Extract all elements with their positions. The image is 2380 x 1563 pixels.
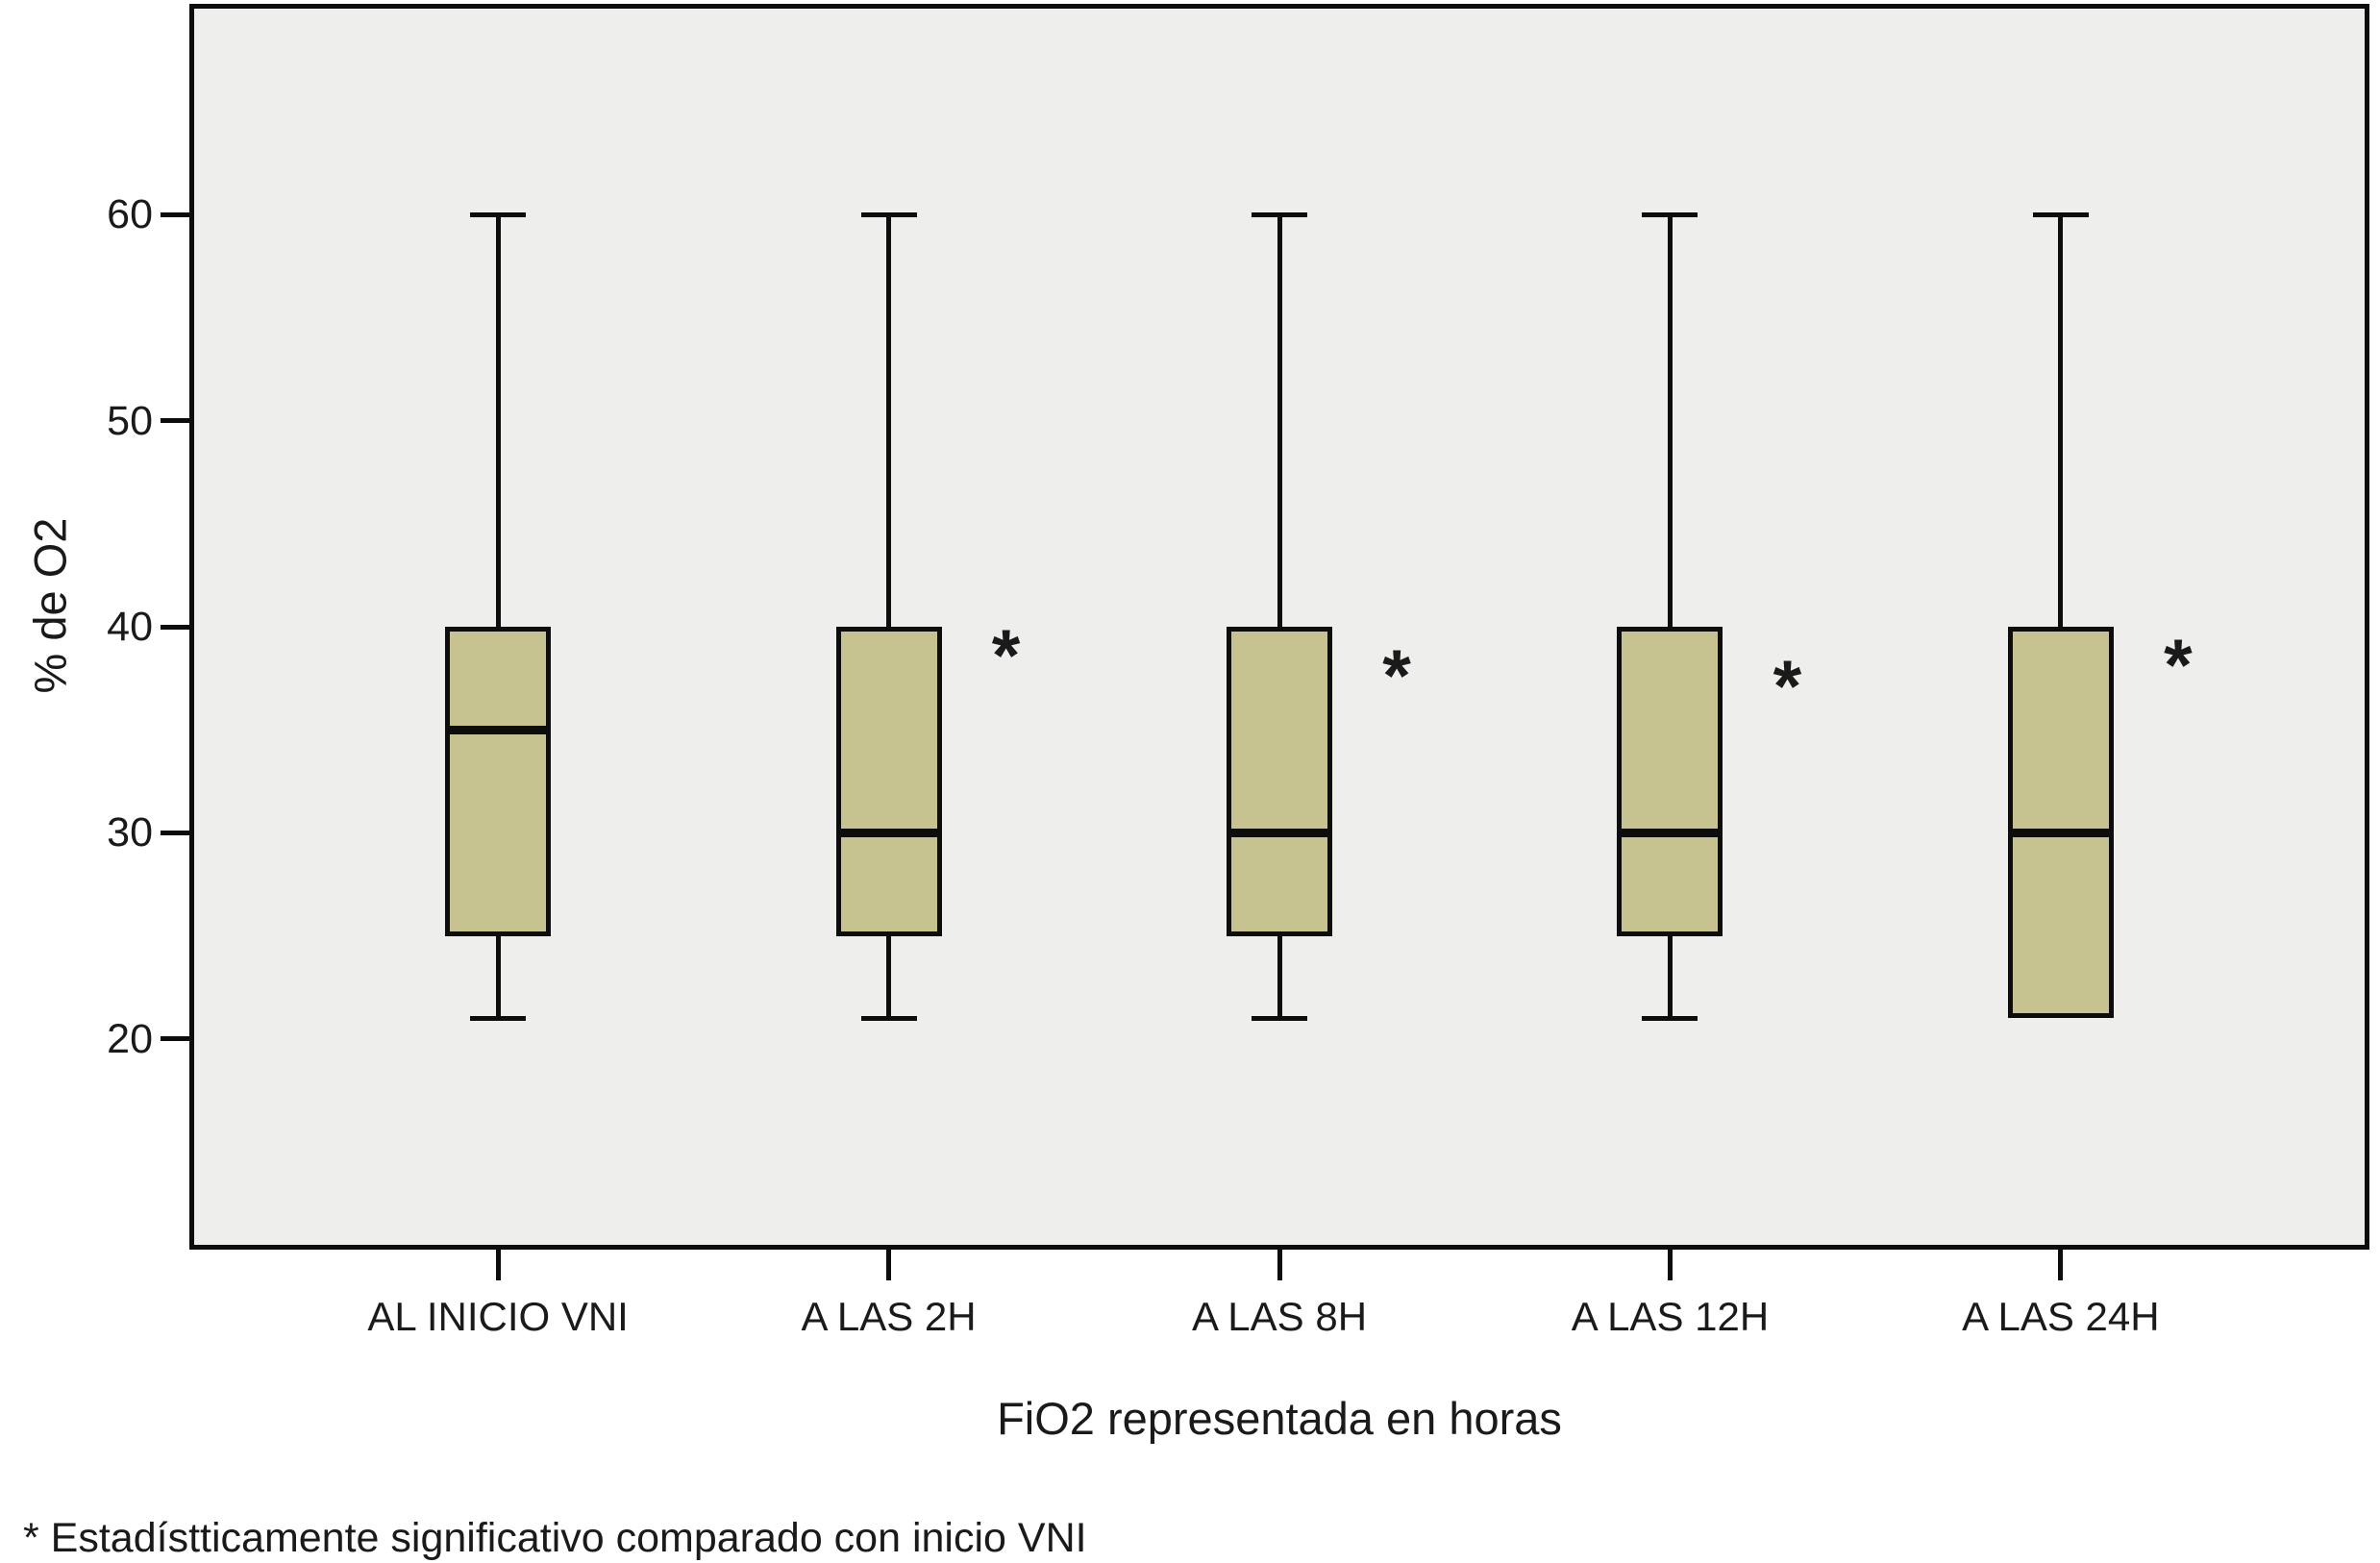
median-line — [2007, 828, 2114, 837]
median-line — [1227, 828, 1332, 837]
y-tick — [161, 1036, 189, 1042]
whisker-cap-bottom — [1642, 1015, 1698, 1021]
whisker-lower — [495, 935, 501, 1019]
x-tick — [1667, 1250, 1673, 1280]
median-line — [835, 828, 942, 837]
x-tick-label: AL INICIO VNI — [367, 1294, 629, 1339]
y-tick-label: 40 — [107, 604, 153, 650]
x-tick-label: A LAS 8H — [1191, 1294, 1368, 1339]
box-rect — [835, 627, 942, 936]
median-line — [1617, 828, 1723, 837]
x-tick — [2058, 1250, 2064, 1280]
x-tick-label: A LAS 24H — [1962, 1294, 2160, 1339]
whisker-cap-top — [860, 211, 917, 217]
whisker-upper — [495, 214, 501, 627]
box-rect — [445, 627, 552, 936]
whisker-lower — [1667, 935, 1673, 1019]
median-line — [445, 725, 552, 734]
y-tick-label: 20 — [107, 1015, 153, 1062]
y-tick — [161, 211, 189, 217]
whisker-cap-top — [1252, 211, 1307, 217]
y-tick-label: 60 — [107, 191, 153, 238]
y-tick — [161, 830, 189, 835]
whisker-lower — [1277, 935, 1282, 1019]
outlier-asterisk: * — [1773, 645, 1802, 728]
y-tick — [161, 418, 189, 424]
x-tick-label: A LAS 12H — [1571, 1294, 1770, 1339]
y-tick — [161, 624, 189, 630]
x-tick — [886, 1250, 892, 1280]
x-axis-title: FiO2 representada en horas — [997, 1393, 1562, 1444]
box-rect — [2007, 627, 2114, 1019]
whisker-cap-top — [1642, 211, 1698, 217]
x-tick-label: A LAS 2H — [801, 1294, 977, 1339]
outlier-asterisk: * — [1382, 635, 1411, 718]
whisker-cap-bottom — [860, 1015, 917, 1021]
whisker-upper — [1667, 214, 1673, 627]
outlier-asterisk: * — [991, 614, 1021, 697]
whisker-cap-top — [470, 211, 527, 217]
box-rect — [1227, 627, 1332, 936]
box-rect — [1617, 627, 1723, 936]
whisker-cap-bottom — [1252, 1015, 1307, 1021]
whisker-upper — [1277, 214, 1282, 627]
whisker-upper — [2058, 214, 2064, 627]
x-tick — [495, 1250, 501, 1280]
y-tick-label: 30 — [107, 809, 153, 856]
whisker-cap-top — [2032, 211, 2089, 217]
y-tick-label: 50 — [107, 397, 153, 444]
whisker-lower — [886, 935, 892, 1019]
footnote: * Estadístticamente significativo compar… — [23, 1515, 1087, 1561]
outlier-asterisk: * — [2164, 625, 2193, 707]
whisker-cap-bottom — [470, 1015, 527, 1021]
x-tick — [1277, 1250, 1282, 1280]
whisker-upper — [886, 214, 892, 627]
